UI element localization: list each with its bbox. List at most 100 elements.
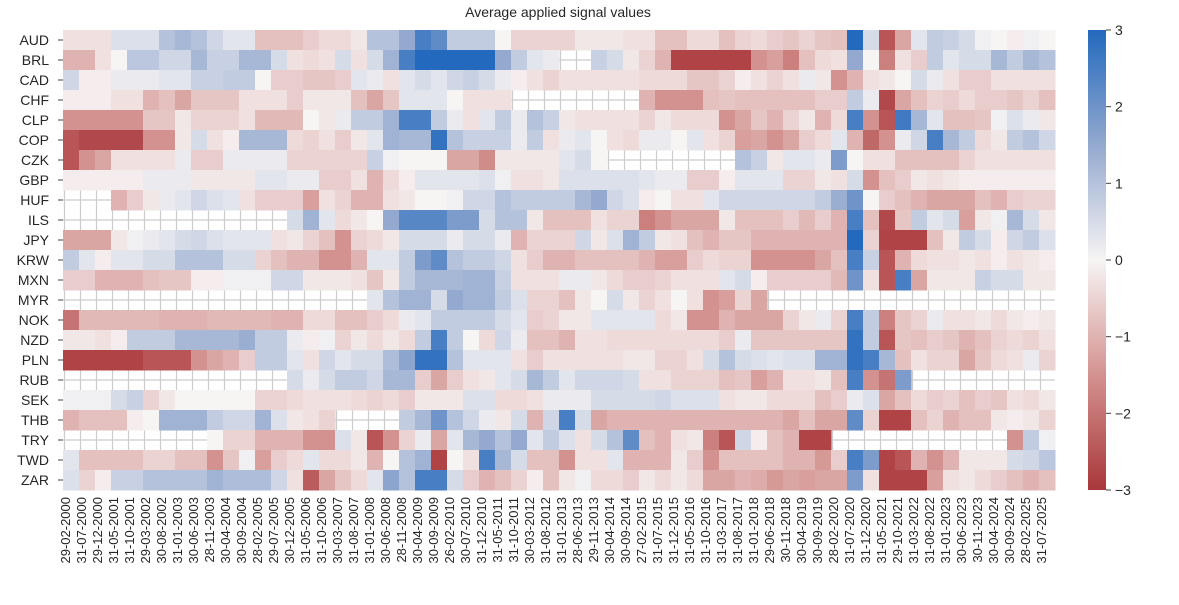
heatmap-cell xyxy=(815,430,832,451)
heatmap-cell xyxy=(831,330,848,351)
heatmap-cell xyxy=(255,250,272,271)
heatmap-cell xyxy=(943,70,960,91)
heatmap-cell xyxy=(655,250,672,271)
heatmap-cell xyxy=(159,150,176,171)
heatmap-cell xyxy=(735,450,752,471)
heatmap-cell xyxy=(159,250,176,271)
heatmap-cell xyxy=(367,130,384,151)
heatmap-cell xyxy=(463,30,480,51)
heatmap-cell xyxy=(191,410,208,431)
heatmap-cell xyxy=(63,410,80,431)
heatmap-cell xyxy=(399,290,416,311)
heatmap-cell xyxy=(863,250,880,271)
heatmap-cell xyxy=(527,30,544,51)
heatmap-cell xyxy=(1007,250,1024,271)
heatmap-cell xyxy=(895,450,912,471)
heatmap-cell xyxy=(991,350,1008,371)
heatmap-cell xyxy=(559,170,576,191)
heatmap-cell xyxy=(463,450,480,471)
heatmap-cell xyxy=(991,390,1008,411)
heatmap-cell xyxy=(943,230,960,251)
heatmap-cell xyxy=(255,190,272,211)
heatmap-cell xyxy=(255,170,272,191)
x-tick-label: 28-06-2013 xyxy=(570,497,585,564)
heatmap-cell xyxy=(543,30,560,51)
heatmap-cell xyxy=(367,50,384,71)
heatmap-cell xyxy=(415,390,432,411)
heatmap-cell xyxy=(623,170,640,191)
heatmap-cell xyxy=(927,410,944,431)
heatmap-cell xyxy=(399,350,416,371)
heatmap-cell xyxy=(735,170,752,191)
heatmap-cell xyxy=(431,230,448,251)
heatmap-cell xyxy=(63,230,80,251)
heatmap-cell xyxy=(895,110,912,131)
heatmap-cell xyxy=(879,270,896,291)
heatmap-cell xyxy=(719,350,736,371)
heatmap-cell xyxy=(175,310,192,331)
heatmap-cell xyxy=(255,110,272,131)
heatmap-cell xyxy=(959,230,976,251)
heatmap-cell xyxy=(767,70,784,91)
heatmap-cell xyxy=(879,450,896,471)
heatmap-cell xyxy=(879,70,896,91)
heatmap-cell xyxy=(223,230,240,251)
heatmap-cell xyxy=(879,210,896,231)
heatmap-cell xyxy=(1039,350,1056,371)
heatmap-cell xyxy=(847,130,864,151)
heatmap-cell xyxy=(575,30,592,51)
y-tick-label: GBP xyxy=(19,172,49,188)
heatmap-cell xyxy=(527,250,544,271)
heatmap-cell xyxy=(911,350,928,371)
heatmap-cell xyxy=(303,190,320,211)
heatmap-cell xyxy=(527,370,544,391)
heatmap-cell xyxy=(303,470,320,491)
heatmap-cell xyxy=(879,150,896,171)
heatmap-cell xyxy=(511,150,528,171)
heatmap-cell xyxy=(559,210,576,231)
heatmap-cell xyxy=(239,30,256,51)
heatmap-cell xyxy=(383,150,400,171)
heatmap-cell xyxy=(255,70,272,91)
x-tick-label: 31-01-2008 xyxy=(362,497,377,564)
heatmap-cell xyxy=(575,230,592,251)
heatmap-cell xyxy=(959,50,976,71)
heatmap-cell xyxy=(559,150,576,171)
x-axis-labels: 29-02-2000 31-07-2000 29-12-2000 31-05-2001… xyxy=(58,497,1049,564)
heatmap-cell xyxy=(671,90,688,111)
heatmap-cell xyxy=(175,190,192,211)
colorbar-tick-label: −3 xyxy=(1115,482,1131,498)
heatmap-cell xyxy=(111,50,128,71)
heatmap-cell xyxy=(239,150,256,171)
y-tick-label: TRY xyxy=(21,432,49,448)
heatmap-cell xyxy=(559,70,576,91)
heatmap-cell xyxy=(127,70,144,91)
heatmap-cell xyxy=(831,170,848,191)
heatmap-cell xyxy=(191,310,208,331)
heatmap-cell xyxy=(783,250,800,271)
heatmap-cell xyxy=(927,190,944,211)
heatmap-cell xyxy=(191,150,208,171)
heatmap-cell xyxy=(607,290,624,311)
heatmap-cell xyxy=(783,350,800,371)
heatmap-cell xyxy=(751,430,768,451)
heatmap-cell xyxy=(239,110,256,131)
heatmap-cell xyxy=(463,70,480,91)
heatmap-cell xyxy=(79,170,96,191)
heatmap-cell xyxy=(495,30,512,51)
heatmap-cell xyxy=(319,330,336,351)
heatmap-cell xyxy=(191,350,208,371)
heatmap-cell xyxy=(687,430,704,451)
heatmap-cell xyxy=(975,90,992,111)
heatmap-cell xyxy=(319,30,336,51)
x-tick-label: 31-07-2015 xyxy=(650,497,665,564)
heatmap-cell xyxy=(303,170,320,191)
heatmap-cell xyxy=(303,450,320,471)
heatmap-cell xyxy=(271,350,288,371)
heatmap-cell xyxy=(703,70,720,91)
heatmap-cell xyxy=(1039,50,1056,71)
heatmap-cell xyxy=(367,390,384,411)
heatmap-cell xyxy=(911,90,928,111)
heatmap-cell xyxy=(447,350,464,371)
heatmap-cell xyxy=(511,170,528,191)
